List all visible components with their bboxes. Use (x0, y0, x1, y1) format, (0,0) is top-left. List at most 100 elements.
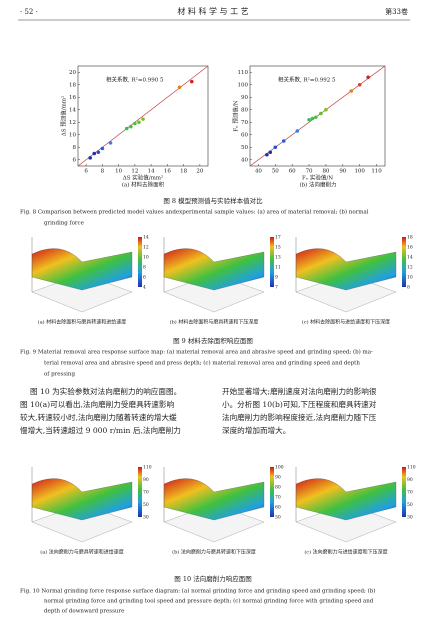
y-tick-label: 8 (73, 145, 77, 151)
subcaption: (c) 材料去除面积与进给速度和下压深度 (302, 319, 390, 326)
caption: 图 10 法向磨削力响应面图 (174, 574, 251, 583)
colorbar-tick: 10 (143, 255, 149, 261)
colorbar-tick: 7 (275, 285, 278, 291)
body-text: 图 10(a)可以看出,法向磨削力受磨具转速影响 (20, 399, 174, 409)
x-tick-label: 18 (180, 169, 187, 175)
body-text: 小。分析图 10(b)可知,下压程度和磨具转速对 (222, 399, 377, 409)
plot-frame (77, 65, 209, 167)
subcaption: (a) 材料去除面积 (122, 181, 165, 189)
colorbar-tick: 100 (275, 465, 284, 471)
colorbar (402, 237, 406, 287)
point (273, 145, 278, 150)
colorbar-tick: 4 (143, 285, 146, 291)
caption-en: depth of downward pressure (44, 609, 124, 615)
subcaption: (b) 法向磨削力与磨具转速和下压深度 (172, 549, 256, 556)
caption-en: terial removal area and abrasive speed a… (44, 360, 360, 367)
subcaption: (a) 法向磨削力与磨具转速和进给速度 (40, 549, 123, 556)
point (281, 139, 286, 143)
colorbar-tick: 11 (275, 265, 281, 271)
diagonal (77, 65, 209, 167)
x-tick-label: 6 (84, 169, 88, 175)
point (357, 82, 362, 87)
colorbar-tick: 80 (275, 485, 281, 491)
body-text: 法向磨削力的影响程度接近,法向磨削力随下压 (222, 412, 377, 422)
colorbar-tick: 6 (143, 275, 146, 281)
x-tick-label: 90 (339, 169, 346, 175)
point (189, 79, 194, 84)
subcaption: (a) 材料去除面积与磨具转速和进给速度 (38, 319, 126, 326)
subcaption: (b) 法向磨削力 (299, 181, 336, 189)
point (129, 124, 133, 129)
caption-en: normal grinding force and grinding tool … (44, 598, 374, 605)
colorbar-tick: 110 (143, 465, 152, 471)
point (307, 117, 311, 122)
colorbar-tick: 50 (407, 502, 413, 508)
body-text: 较大,转速较小时,法向磨削力随着转速的增大缓 (20, 412, 177, 422)
x-tick-label: 50 (272, 169, 279, 175)
y-tick-label: 14 (69, 107, 76, 113)
point (319, 111, 323, 116)
colorbar-tick: 16 (407, 245, 413, 251)
colorbar-tick: 70 (143, 490, 149, 496)
point (324, 107, 328, 112)
annotation: 相关系数, R²=0.992 5 (278, 76, 336, 84)
subcaption: (c) 法向磨削力与进给速度和下压深度 (304, 549, 387, 556)
point (88, 156, 92, 160)
point (314, 115, 318, 120)
colorbar (270, 467, 274, 517)
colorbar-tick: 90 (275, 475, 281, 481)
colorbar-tick: 17 (275, 235, 281, 241)
surface (295, 248, 397, 291)
colorbar-tick: 60 (275, 505, 281, 511)
x-tick-label: 60 (289, 169, 296, 175)
subcaption: (b) 材料去除面积与磨具转速和下压深度 (170, 319, 259, 326)
y-tick-label: 20 (69, 70, 76, 76)
colorbar-tick: 50 (143, 502, 149, 508)
caption: 图 9 材料去除面积响应面图 (173, 336, 253, 345)
y-tick-label: 90 (241, 95, 248, 101)
point (100, 146, 105, 151)
page-number: · 52 · (20, 8, 38, 16)
colorbar (402, 467, 406, 517)
y-axis-label: Fₙ 预测值/N (232, 100, 240, 131)
y-tick-label: 12 (69, 120, 76, 126)
x-tick-label: 110 (371, 169, 382, 175)
colorbar-tick: 110 (407, 465, 416, 471)
y-tick-label: 50 (241, 145, 248, 151)
x-tick-label: 70 (306, 169, 313, 175)
colorbar-tick: 8 (407, 285, 410, 291)
volume: 第33卷 (385, 7, 408, 16)
caption-en: grinding force (44, 221, 84, 227)
caption-en: Fig. 10 Normal grinding force response s… (20, 588, 375, 595)
y-tick-label: 100 (238, 82, 249, 88)
x-tick-label: 12 (131, 169, 138, 175)
x-tick-label: 40 (255, 169, 262, 175)
point (349, 89, 354, 93)
point (310, 116, 315, 121)
point (92, 151, 97, 156)
colorbar (138, 237, 142, 287)
y-tick-label: 80 (241, 107, 248, 113)
colorbar-tick: 30 (143, 515, 149, 521)
y-axis-label: ΔS 预测值/mm² (60, 96, 68, 136)
surface (295, 478, 397, 521)
point (108, 141, 113, 145)
point (133, 121, 137, 126)
y-tick-label: 10 (69, 132, 76, 138)
y-tick-label: 16 (69, 95, 76, 101)
colorbar-tick: 30 (407, 515, 413, 521)
colorbar-tick: 90 (143, 477, 149, 483)
body-text: 开始显著增大;磨削速度对法向磨削力的影响很 (222, 386, 377, 396)
colorbar-tick: 50 (275, 515, 281, 521)
plot-frame (249, 65, 386, 167)
x-tick-label: 20 (196, 169, 203, 175)
y-tick-label: 60 (241, 132, 248, 138)
x-tick-label: 100 (354, 169, 365, 175)
annotation: 相关系数, R²=0.990 5 (106, 76, 164, 84)
point (96, 150, 101, 155)
colorbar-tick: 12 (407, 265, 413, 271)
body-text: 图 10 为实验参数对法向磨削力的响应面图。 (30, 386, 181, 396)
journal: 材 料 科 学 与 工 艺 (177, 6, 248, 16)
point (124, 126, 129, 131)
